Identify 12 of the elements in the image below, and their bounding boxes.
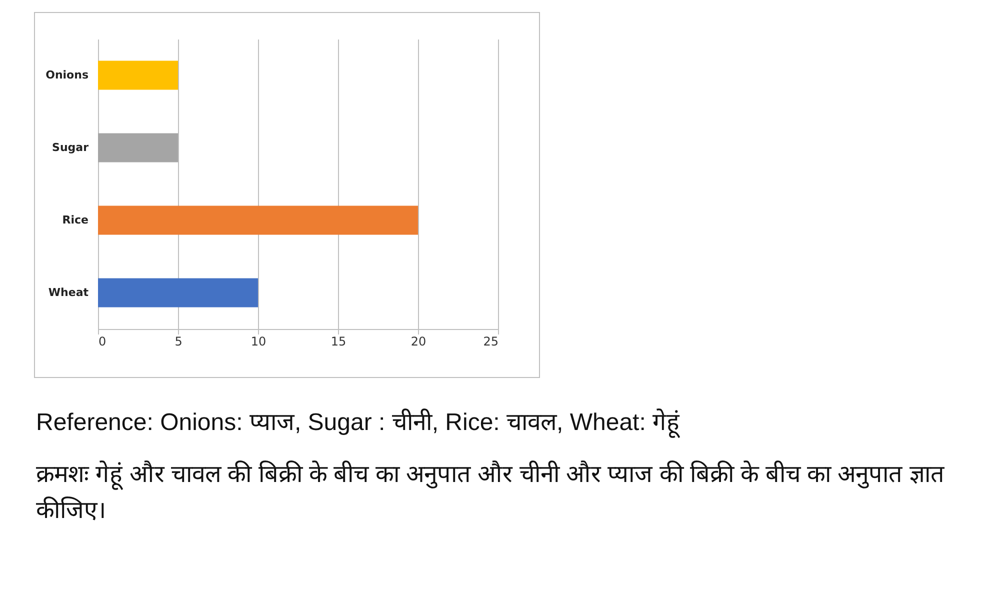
x-tick-label: 20 (410, 334, 426, 348)
x-tick-label: 25 (483, 334, 498, 348)
x-tick-label: 10 (250, 334, 266, 348)
y-tick-label: Rice (62, 213, 88, 226)
y-tick-label: Wheat (48, 286, 88, 299)
y-tick-label: Onions (46, 68, 89, 82)
x-tick-label: 0 (98, 334, 106, 348)
text: Reference: Onions: प्याज, Sugar : चीनी, Rice: चावल, Wheat: गेहूं (36, 408, 681, 440)
x-tick-label: 5 (174, 334, 182, 348)
y-tick-label: Sugar (52, 140, 90, 154)
x-tick-label: 15 (330, 334, 346, 348)
text: क्रमशः गेहूं और चावल की बिक्री के बीच का अनुपात और चीनी और प्याज की बिक्री के बीच का अनुपात ज्ञात कीजिए। (36, 460, 946, 526)
